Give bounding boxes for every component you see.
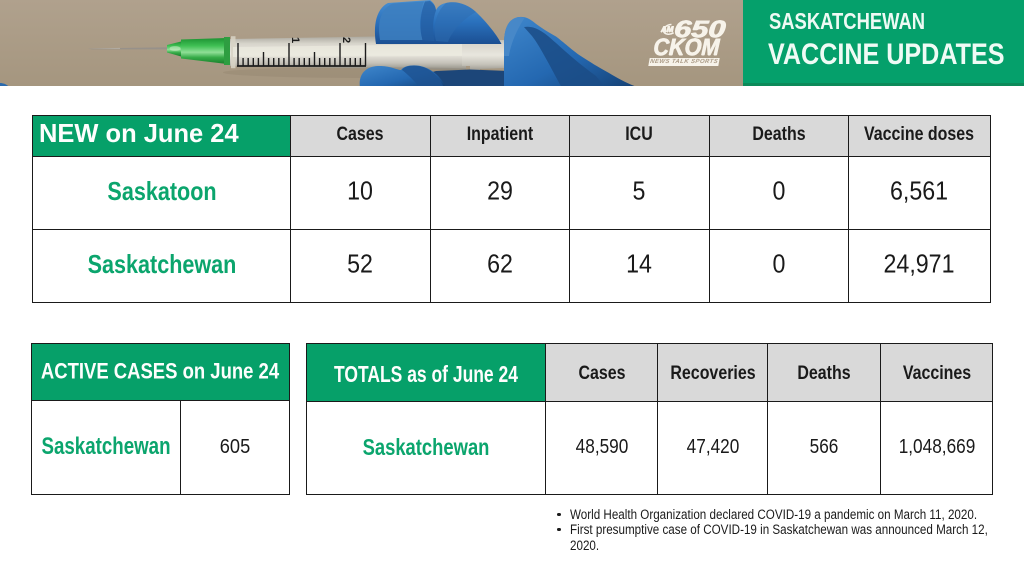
svg-text:1: 1	[289, 37, 301, 43]
svg-text:2: 2	[340, 37, 352, 43]
